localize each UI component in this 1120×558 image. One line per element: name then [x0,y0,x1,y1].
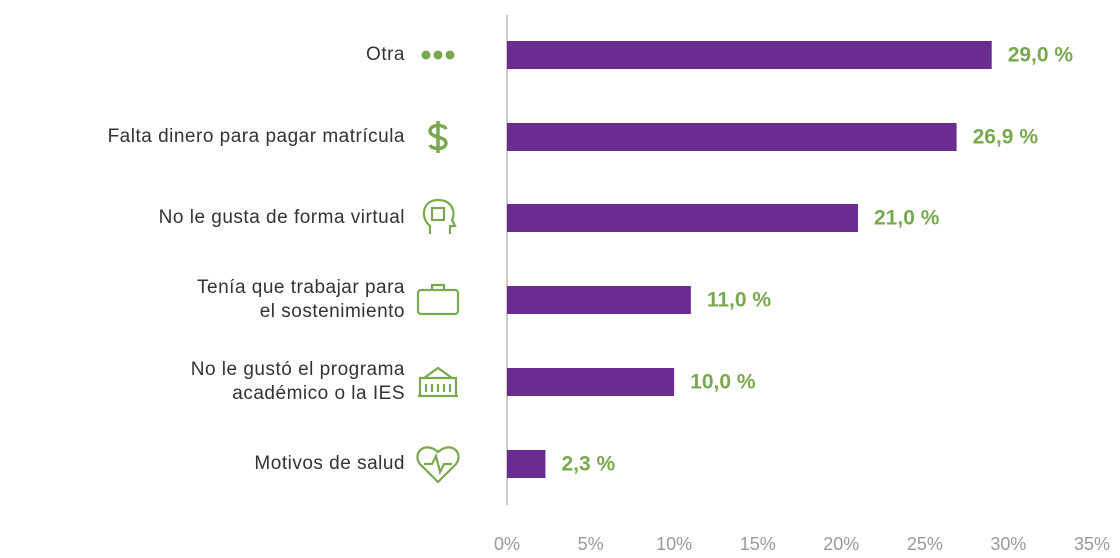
value-label: 2,3 % [561,453,615,476]
category-label: No le gusta de forma virtual [158,207,405,228]
value-label: 11,0 % [707,289,772,312]
category-icon [422,198,457,234]
icon-dot [445,50,455,60]
category-icon [428,121,448,153]
category-label: Tenía que trabajar para el sostenimiento [197,277,405,322]
x-tick-label: 5% [578,534,604,554]
icon-dot [421,50,431,60]
bar [507,286,691,314]
x-tick-label: 30% [990,534,1026,554]
category-label: Otra [366,44,405,65]
value-label: 10,0 % [690,371,756,394]
bar [507,450,546,478]
x-tick-label: 25% [907,534,943,554]
value-label: 29,0 % [1008,44,1074,67]
icon-head [422,198,457,234]
icon-building [418,366,458,398]
icon-handle [430,283,446,290]
value-label: 26,9 % [973,126,1039,149]
icon-pulse [424,452,452,476]
bar [507,204,858,232]
category-icon [416,283,460,316]
category-label: No le gustó el programa académico o la I… [190,359,405,404]
category-icon [416,446,460,484]
x-tick-label: 35% [1074,534,1110,554]
x-tick-label: 20% [823,534,859,554]
icon-dollar [428,121,448,153]
x-tick-label: 15% [740,534,776,554]
bar [507,123,957,151]
category-label: Falta dinero para pagar matrícula [107,126,405,147]
x-tick-label: 10% [656,534,692,554]
icon-heart [416,446,460,484]
category-icon [421,50,455,60]
icon-case [416,288,460,316]
category-icon [418,366,458,398]
icon-box [430,206,446,222]
bar [507,368,675,396]
value-label: 21,0 % [874,207,940,230]
icon-dot [433,50,443,60]
bar [507,41,992,69]
category-label: Motivos de salud [254,453,405,474]
x-tick-label: 0% [494,534,520,554]
